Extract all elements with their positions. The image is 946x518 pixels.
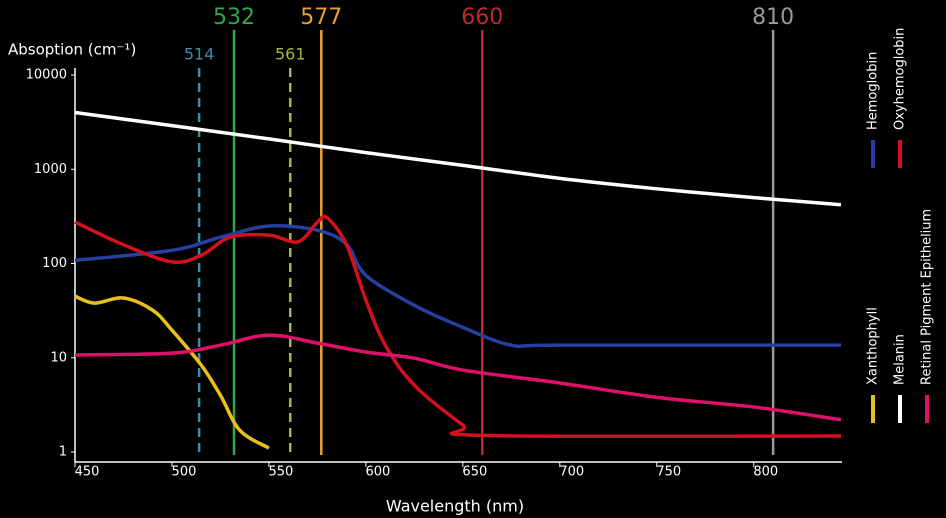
x-tick-label: 800 bbox=[753, 465, 778, 480]
legend-swatch bbox=[871, 395, 875, 423]
x-tick-label: 750 bbox=[656, 465, 681, 480]
legend-label: Oxyhemoglobin bbox=[893, 28, 908, 130]
series-line bbox=[74, 223, 841, 349]
series-line bbox=[74, 333, 842, 422]
x-tick-label: 500 bbox=[172, 465, 197, 480]
y-tick-label: 100 bbox=[42, 256, 67, 271]
x-tick-label: 700 bbox=[559, 465, 584, 480]
wavelength-label: 660 bbox=[461, 5, 503, 30]
legend-label: Xanthophyll bbox=[866, 307, 881, 385]
legend-label: Retinal Pigment Epithelium bbox=[920, 209, 935, 385]
y-tick-label: 10 bbox=[50, 350, 67, 365]
y-tick-label: 1 bbox=[59, 445, 67, 460]
wavelength-label: 810 bbox=[752, 5, 794, 30]
x-axis-title: Wavelength (nm) bbox=[386, 497, 524, 516]
wavelength-label: 532 bbox=[213, 5, 255, 30]
legend-label: Melanin bbox=[893, 334, 908, 385]
wavelength-label: 514 bbox=[184, 45, 215, 64]
x-tick-label: 550 bbox=[269, 465, 294, 480]
series-line bbox=[74, 214, 842, 439]
series-line bbox=[74, 110, 842, 207]
x-tick-label: 600 bbox=[365, 465, 390, 480]
legend-swatch bbox=[925, 395, 929, 423]
y-tick-label: 1000 bbox=[34, 162, 67, 177]
y-axis-title: Absoption (cm⁻¹) bbox=[8, 41, 136, 59]
series-line bbox=[74, 294, 270, 450]
y-tick-label: 10000 bbox=[26, 68, 67, 83]
legend-label: Hemoglobin bbox=[866, 52, 881, 130]
x-tick-label: 650 bbox=[462, 465, 487, 480]
legend-swatch bbox=[898, 140, 902, 168]
wavelength-label: 577 bbox=[300, 5, 342, 30]
legend-swatch bbox=[898, 395, 902, 423]
legend-swatch bbox=[871, 140, 875, 168]
wavelength-label: 561 bbox=[275, 45, 306, 64]
x-tick-label: 450 bbox=[75, 465, 100, 480]
